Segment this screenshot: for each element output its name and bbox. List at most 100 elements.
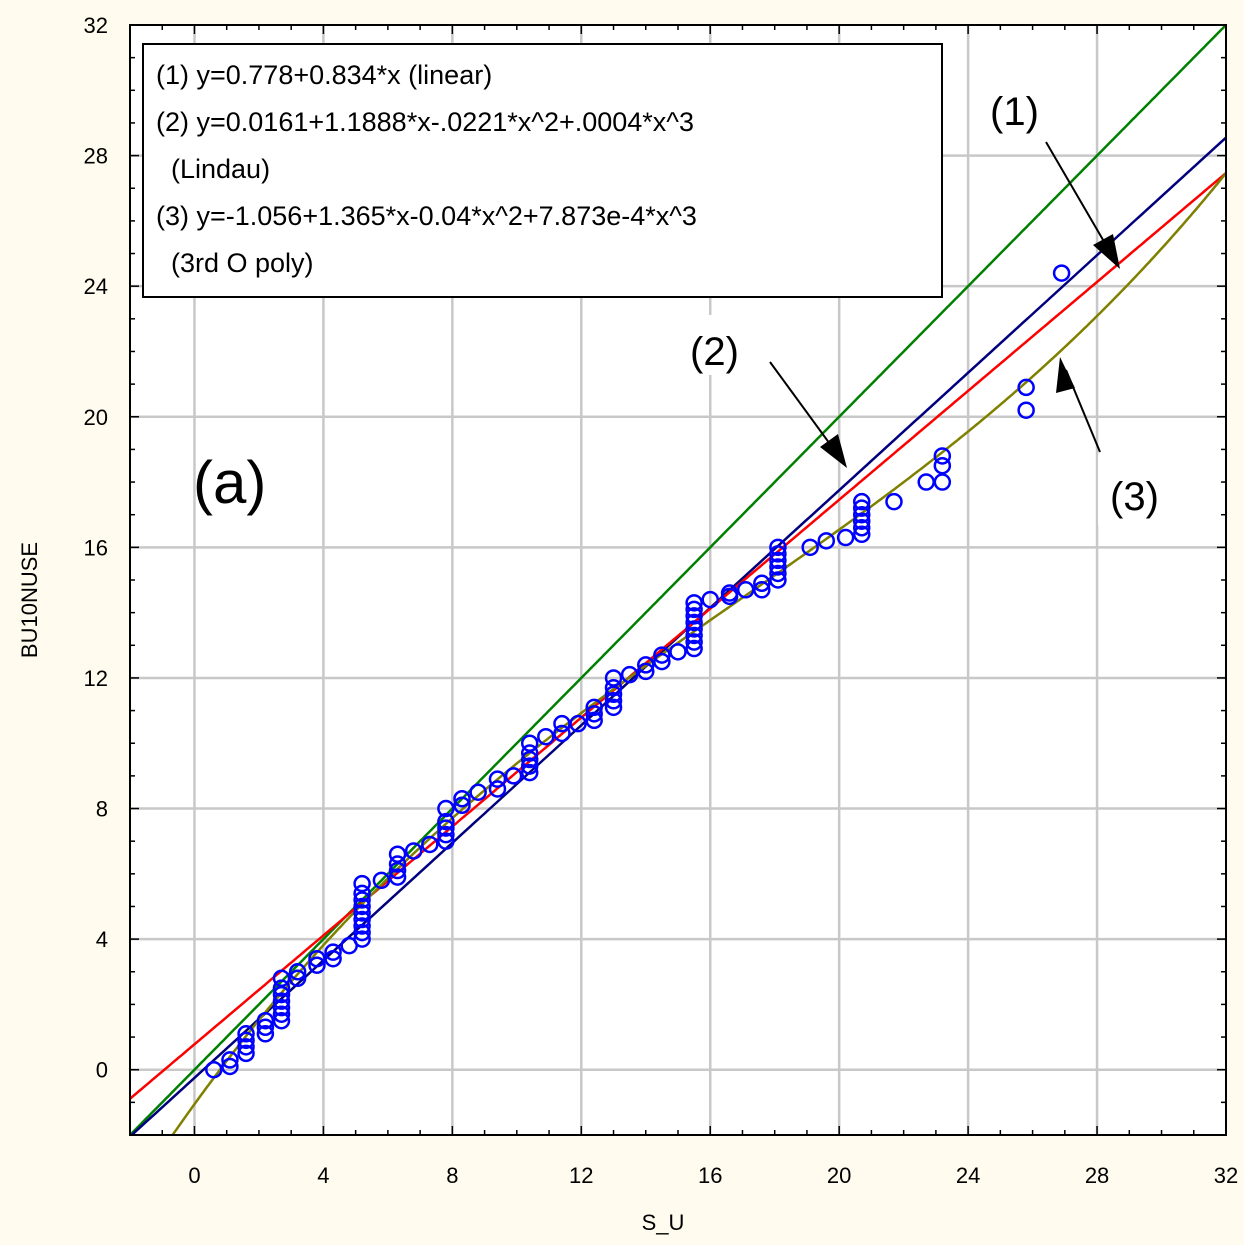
x-tick-label: 0 — [188, 1163, 200, 1188]
data-point — [852, 519, 871, 537]
data-point — [1017, 401, 1035, 419]
data-point — [353, 904, 371, 922]
annotation-3-bg — [1098, 455, 1186, 525]
data-point — [852, 492, 871, 511]
data-point — [604, 669, 623, 687]
data-point — [769, 551, 787, 570]
data-point — [553, 724, 571, 743]
data-point — [256, 1018, 275, 1037]
y-tick-label: 32 — [84, 13, 108, 38]
legend-line-1: (1) y=0.778+0.834*x (linear) — [156, 60, 492, 90]
data-point — [933, 456, 952, 475]
data-points — [205, 264, 1071, 1079]
data-point — [437, 799, 455, 818]
data-point — [288, 969, 307, 988]
data-point — [585, 698, 603, 717]
data-point — [308, 956, 326, 974]
data-point — [753, 574, 771, 593]
data-point — [685, 639, 703, 658]
data-point — [353, 897, 371, 916]
data-point — [585, 711, 603, 730]
data-point — [769, 545, 787, 563]
legend-line-3: (Lindau) — [156, 154, 270, 184]
data-point — [272, 985, 291, 1004]
data-point — [769, 564, 787, 583]
data-point — [653, 646, 671, 664]
data-point — [504, 767, 523, 785]
data-point — [469, 783, 487, 801]
data-point — [852, 512, 871, 530]
data-point — [685, 594, 703, 612]
legend-frame — [142, 43, 943, 298]
data-point — [852, 525, 871, 544]
annotation-3-label: (3) — [1110, 475, 1159, 519]
panel-label: (a) — [193, 449, 266, 516]
annotation-2-arrowhead — [820, 434, 847, 468]
data-point — [637, 662, 655, 681]
data-point — [256, 1025, 275, 1043]
annotation-2-label: (2) — [690, 330, 739, 374]
data-point — [604, 692, 623, 710]
x-tick-label: 8 — [446, 1163, 458, 1188]
data-point — [933, 447, 952, 465]
annotation-1-arrow — [1045, 141, 1114, 258]
curve-poly3 — [171, 172, 1226, 1135]
data-point — [388, 855, 407, 873]
data-point — [453, 789, 471, 808]
data-point — [685, 620, 703, 638]
y-tick-label: 24 — [84, 274, 108, 299]
x-tick-label: 24 — [956, 1163, 980, 1188]
data-point — [272, 979, 291, 997]
data-point — [520, 734, 539, 752]
data-point — [520, 757, 539, 775]
data-point — [769, 571, 787, 589]
data-point — [488, 770, 507, 788]
legend-line-4: (3) y=-1.056+1.365*x-0.04*x^2+7.873e-4*x… — [156, 201, 697, 231]
x-tick-label: 4 — [317, 1163, 329, 1188]
data-point — [685, 626, 703, 645]
x-tick-labels: 0 4 8 12 16 20 24 28 32 — [188, 1163, 1238, 1188]
data-point — [421, 835, 439, 854]
data-point — [353, 923, 371, 942]
y-tick-label: 16 — [84, 535, 108, 560]
data-point — [520, 763, 539, 782]
data-point — [1017, 378, 1035, 397]
y-tick-label: 0 — [96, 1058, 108, 1083]
data-point — [388, 845, 407, 863]
data-point — [604, 678, 623, 697]
data-point — [637, 656, 655, 674]
data-point — [685, 613, 703, 632]
data-point — [372, 871, 391, 890]
data-point — [769, 538, 787, 557]
data-point — [324, 949, 342, 968]
annotation-1-arrowhead — [1093, 234, 1120, 269]
data-point — [801, 538, 819, 557]
data-point — [852, 499, 871, 517]
data-point — [205, 1060, 223, 1079]
data-point — [221, 1051, 239, 1069]
data-point — [437, 825, 455, 844]
data-point — [933, 473, 952, 491]
data-point — [885, 492, 903, 511]
data-point — [437, 819, 455, 837]
y-tick-label: 4 — [96, 927, 108, 952]
data-point — [604, 698, 623, 717]
data-point — [353, 917, 371, 935]
x-axis-title: S_U — [642, 1210, 685, 1235]
data-point — [520, 750, 539, 769]
data-point — [453, 796, 471, 815]
data-point — [353, 884, 371, 903]
data-point — [272, 998, 291, 1017]
y-tick-labels: 0 4 8 12 16 20 24 28 32 — [84, 13, 108, 1083]
data-point — [604, 685, 623, 704]
y-tick-label: 12 — [84, 666, 108, 691]
data-point — [701, 590, 719, 609]
data-point — [288, 963, 307, 981]
data-point — [852, 505, 871, 524]
data-point — [836, 528, 855, 547]
x-tick-label: 32 — [1214, 1163, 1238, 1188]
data-point — [520, 744, 539, 762]
data-point — [388, 861, 407, 880]
x-tick-label: 12 — [569, 1163, 593, 1188]
